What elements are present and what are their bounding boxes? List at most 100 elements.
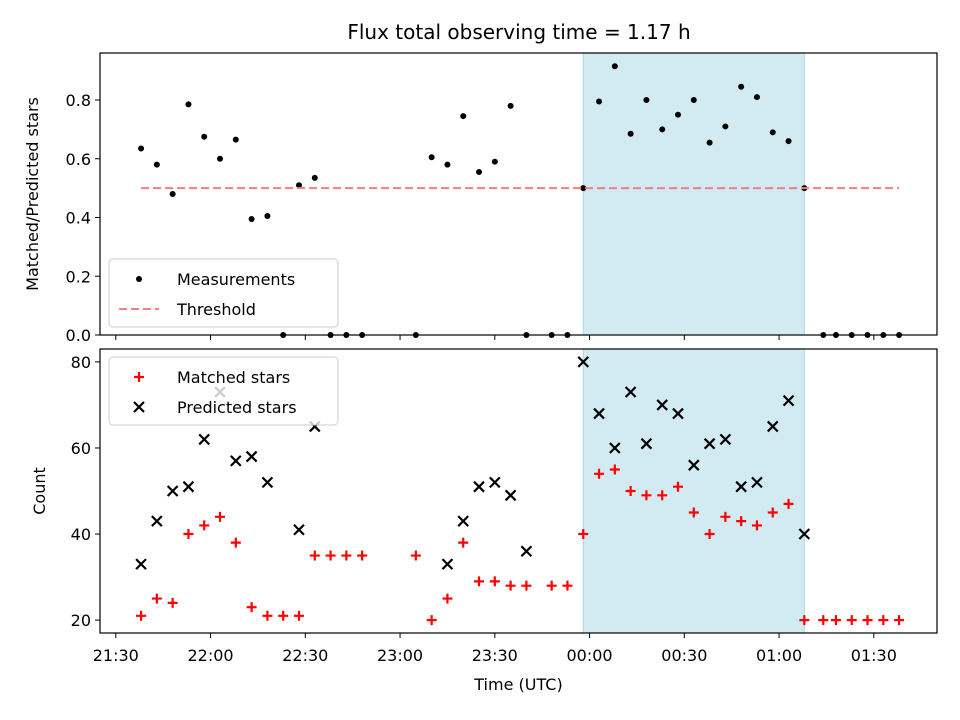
- axes-frame: [99, 52, 938, 336]
- x-axis-label: Time (UTC): [473, 675, 562, 694]
- predicted-star-point: [609, 442, 621, 454]
- measurement-point: [769, 129, 776, 136]
- matched-star-point: [751, 520, 762, 531]
- matched-star-point: [830, 615, 841, 626]
- measurement-point: [185, 101, 192, 108]
- matched-star-point: [521, 580, 532, 591]
- matched-star-point: [199, 520, 210, 531]
- measurement-point: [248, 215, 255, 222]
- measurement-point: [643, 97, 650, 103]
- legend-label: Predicted stars: [177, 398, 297, 417]
- y-tick-label: 0.4: [66, 209, 91, 228]
- matched-star-point: [341, 550, 352, 561]
- highlight-band: [582, 348, 805, 634]
- measurement-point: [201, 133, 208, 140]
- legend-marker-measurements: [136, 276, 142, 282]
- predicted-star-point: [261, 476, 274, 489]
- predicted-star-point: [182, 480, 195, 493]
- legend-box: [108, 356, 339, 426]
- matched-star-point: [426, 615, 437, 626]
- predicted-star-point: [703, 437, 716, 450]
- legend-box: [108, 258, 339, 328]
- measurement-point: [785, 138, 792, 145]
- y-tick-label: 80: [71, 353, 91, 372]
- measurement-point: [611, 63, 618, 70]
- matched-star-point: [688, 507, 699, 518]
- matched-star-point: [278, 610, 289, 621]
- matched-star-point: [167, 597, 178, 608]
- y-axis-label: Count: [30, 467, 49, 515]
- measurement-point: [507, 102, 514, 109]
- matched-star-point: [704, 529, 715, 540]
- matched-star-point: [562, 580, 573, 591]
- measurement-point: [738, 83, 745, 90]
- matched-star-point: [458, 537, 469, 548]
- measurement-point: [596, 98, 603, 105]
- y-tick-label: 20: [71, 611, 91, 630]
- matched-star-point: [594, 468, 605, 479]
- predicted-star-point: [457, 515, 470, 527]
- legend-label: Threshold: [176, 300, 256, 319]
- measurement-point: [722, 123, 729, 130]
- predicted-star-point: [504, 489, 517, 502]
- measurement-point: [232, 136, 239, 143]
- predicted-star-point: [489, 476, 501, 489]
- measurement-point: [690, 97, 697, 103]
- y-tick-label: 0.6: [66, 150, 91, 169]
- matched-star-point: [230, 537, 241, 548]
- predicted-star-point: [473, 480, 485, 493]
- predicted-star-point: [135, 558, 147, 570]
- matched-star-point: [673, 481, 684, 492]
- matched-star-point: [846, 615, 857, 626]
- matched-star-point: [325, 550, 336, 561]
- legend-label: Matched stars: [177, 368, 290, 387]
- matched-star-point: [183, 529, 194, 540]
- legend-marker-predicted: [133, 401, 145, 413]
- measurement-point: [295, 182, 302, 189]
- matched-star-point: [894, 615, 905, 626]
- predicted-star-point: [230, 455, 242, 467]
- matched-star-point: [625, 486, 636, 496]
- predicted-star-point: [166, 485, 179, 497]
- legend-label: Measurements: [177, 270, 295, 289]
- x-tick-label: 23:30: [472, 646, 518, 665]
- matched-star-point: [410, 550, 421, 561]
- matched-star-point: [609, 464, 620, 475]
- measurement-point: [311, 174, 318, 181]
- matched-star-point: [215, 511, 226, 522]
- predicted-star-point: [656, 399, 668, 411]
- matched-star-point: [489, 576, 500, 587]
- predicted-star-point: [672, 407, 684, 420]
- measurement-point: [580, 185, 587, 192]
- matched-star-point: [309, 550, 320, 561]
- matched-star-point: [799, 615, 810, 626]
- measurement-point: [476, 168, 483, 175]
- predicted-star-point: [577, 356, 590, 368]
- matched-star-point: [262, 610, 273, 621]
- measurement-point: [444, 161, 451, 168]
- predicted-star-point: [441, 558, 454, 570]
- matched-star-point: [641, 490, 652, 501]
- predicted-star-point: [198, 433, 211, 446]
- measurement-point: [264, 213, 271, 220]
- matched-star-point: [442, 593, 453, 604]
- measurement-point: [753, 94, 760, 101]
- measurement-point: [428, 154, 435, 161]
- matched-star-point: [136, 610, 147, 621]
- x-tick-label: 22:30: [282, 646, 328, 665]
- matched-star-point: [151, 593, 162, 604]
- chart-title: Flux total observing time = 1.17 h: [347, 20, 690, 44]
- x-tick-label: 01:30: [851, 646, 897, 665]
- predicted-star-point: [798, 528, 811, 540]
- measurement-point: [627, 130, 634, 137]
- measurement-point: [217, 155, 224, 162]
- y-tick-label: 0.8: [66, 91, 91, 110]
- highlight-band: [582, 52, 805, 336]
- y-axis-label: Matched/Predicted stars: [23, 97, 42, 291]
- matched-star-point: [474, 576, 485, 587]
- predicted-star-point: [293, 523, 305, 536]
- predicted-star-point: [735, 480, 747, 493]
- predicted-star-point: [593, 407, 605, 420]
- predicted-star-point: [151, 515, 163, 527]
- x-tick-label: 01:00: [756, 646, 802, 665]
